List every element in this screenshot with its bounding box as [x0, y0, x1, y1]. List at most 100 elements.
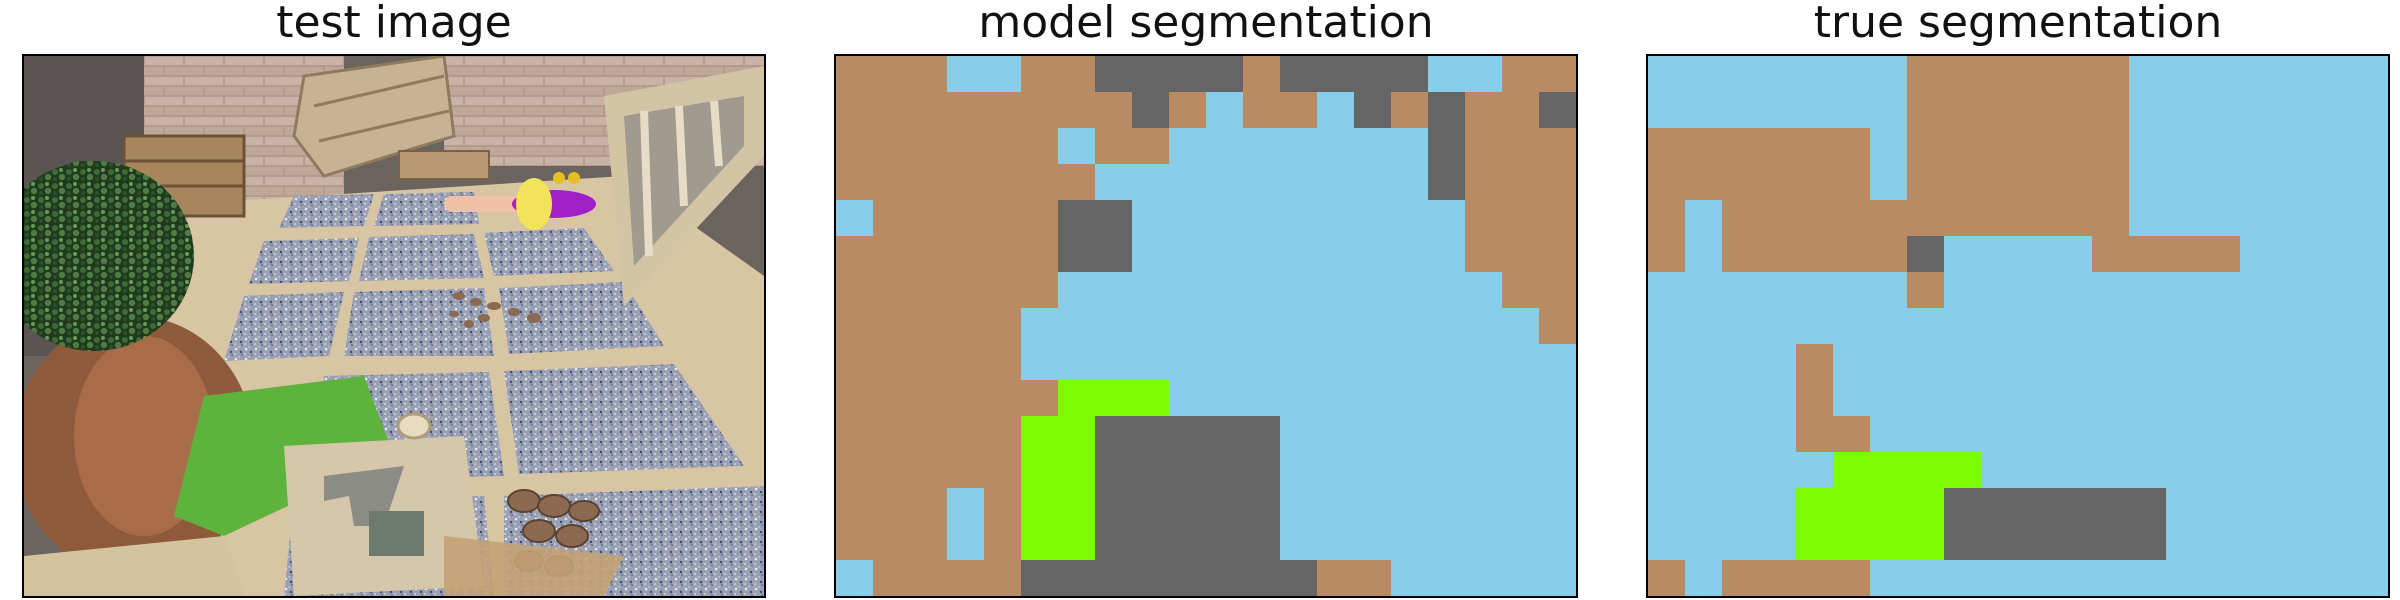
segmentation-cell	[1685, 128, 1722, 164]
segmentation-cell	[1428, 416, 1465, 452]
segmentation-cell	[1465, 272, 1502, 308]
segmentation-cell	[1539, 272, 1576, 308]
segmentation-cell	[2018, 272, 2055, 308]
segmentation-cell	[2277, 380, 2314, 416]
test-image-render	[24, 56, 764, 596]
segmentation-cell	[2055, 200, 2092, 236]
segmentation-cell	[1502, 560, 1539, 596]
segmentation-cell	[1132, 272, 1169, 308]
segmentation-cell	[1870, 200, 1907, 236]
segmentation-cell	[1317, 416, 1354, 452]
segmentation-cell	[1391, 488, 1428, 524]
segmentation-cell	[2092, 452, 2129, 488]
segmentation-cell	[2092, 272, 2129, 308]
segmentation-cell	[1354, 344, 1391, 380]
segmentation-cell	[1095, 452, 1132, 488]
segmentation-cell	[1280, 200, 1317, 236]
segmentation-cell	[1648, 416, 1685, 452]
segmentation-cell	[1796, 524, 1833, 560]
segmentation-cell	[2055, 344, 2092, 380]
segmentation-cell	[1722, 452, 1759, 488]
segmentation-cell	[1058, 344, 1095, 380]
segmentation-cell	[873, 344, 910, 380]
segmentation-cell	[1759, 92, 1796, 128]
segmentation-cell	[1391, 416, 1428, 452]
segmentation-cell	[836, 416, 873, 452]
segmentation-cell	[947, 452, 984, 488]
segmentation-cell	[1722, 380, 1759, 416]
segmentation-cell	[1833, 416, 1870, 452]
segmentation-cell	[2166, 416, 2203, 452]
segmentation-cell	[1132, 488, 1169, 524]
segmentation-cell	[2129, 452, 2166, 488]
segmentation-cell	[1833, 380, 1870, 416]
segmentation-cell	[1391, 200, 1428, 236]
segmentation-cell	[1685, 488, 1722, 524]
segmentation-cell	[2018, 308, 2055, 344]
segmentation-cell	[1685, 416, 1722, 452]
segmentation-cell	[1317, 452, 1354, 488]
segmentation-cell	[1870, 308, 1907, 344]
segmentation-cell	[2203, 92, 2240, 128]
segmentation-cell	[1021, 344, 1058, 380]
segmentation-cell	[1206, 380, 1243, 416]
segmentation-cell	[1465, 200, 1502, 236]
segmentation-cell	[910, 128, 947, 164]
segmentation-cell	[836, 488, 873, 524]
segmentation-cell	[1759, 416, 1796, 452]
segmentation-cell	[1021, 380, 1058, 416]
segmentation-cell	[2018, 380, 2055, 416]
segmentation-cell	[1280, 488, 1317, 524]
segmentation-cell	[2166, 236, 2203, 272]
segmentation-cell	[873, 524, 910, 560]
segmentation-cell	[2166, 452, 2203, 488]
segmentation-cell	[2203, 236, 2240, 272]
segmentation-cell	[1648, 452, 1685, 488]
segmentation-cell	[1465, 488, 1502, 524]
segmentation-cell	[984, 524, 1021, 560]
segmentation-cell	[947, 488, 984, 524]
segmentation-cell	[2018, 488, 2055, 524]
segmentation-cell	[1058, 488, 1095, 524]
segmentation-cell	[1870, 344, 1907, 380]
segmentation-cell	[2314, 200, 2351, 236]
segmentation-cell	[1944, 56, 1981, 92]
segmentation-cell	[1354, 380, 1391, 416]
segmentation-cell	[1428, 236, 1465, 272]
segmentation-cell	[1206, 164, 1243, 200]
segmentation-cell	[1317, 488, 1354, 524]
segmentation-cell	[1502, 236, 1539, 272]
segmentation-cell	[984, 344, 1021, 380]
segmentation-cell	[1759, 56, 1796, 92]
segmentation-cell	[1981, 344, 2018, 380]
segmentation-cell	[1169, 164, 1206, 200]
segmentation-cell	[1021, 128, 1058, 164]
segmentation-cell	[1685, 92, 1722, 128]
segmentation-cell	[2018, 344, 2055, 380]
segmentation-cell	[2240, 200, 2277, 236]
segmentation-cell	[2314, 452, 2351, 488]
segmentation-cell	[984, 236, 1021, 272]
segmentation-cell	[1502, 92, 1539, 128]
segmentation-cell	[2129, 92, 2166, 128]
segmentation-cell	[1465, 380, 1502, 416]
segmentation-cell	[1465, 416, 1502, 452]
segmentation-cell	[1796, 200, 1833, 236]
model-segmentation-grid	[836, 56, 1576, 596]
segmentation-cell	[1280, 344, 1317, 380]
segmentation-cell	[1833, 200, 1870, 236]
segmentation-cell	[1539, 452, 1576, 488]
segmentation-cell	[1132, 164, 1169, 200]
segmentation-cell	[1169, 56, 1206, 92]
true-segmentation-title: true segmentation	[1813, 0, 2223, 48]
segmentation-cell	[2018, 236, 2055, 272]
segmentation-cell	[947, 236, 984, 272]
segmentation-cell	[1502, 416, 1539, 452]
segmentation-cell	[1354, 128, 1391, 164]
segmentation-cell	[2314, 56, 2351, 92]
segmentation-cell	[1391, 92, 1428, 128]
segmentation-cell	[2166, 164, 2203, 200]
segmentation-cell	[910, 488, 947, 524]
segmentation-cell	[1391, 380, 1428, 416]
segmentation-cell	[1833, 56, 1870, 92]
